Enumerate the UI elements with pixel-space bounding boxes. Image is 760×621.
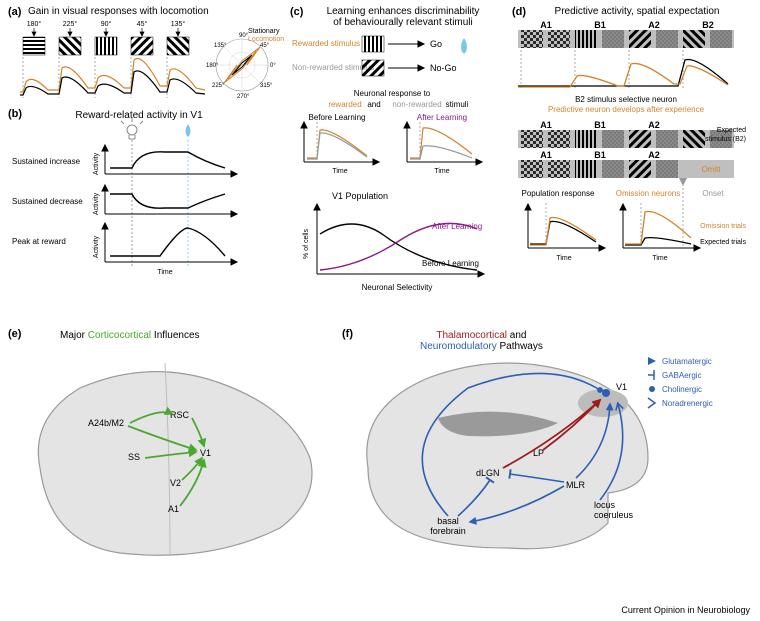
svg-text:180°: 180° — [206, 63, 219, 69]
svg-text:Activity: Activity — [93, 192, 100, 215]
svg-text:Predictive neuron develops aft: Predictive neuron develops after experie… — [548, 105, 705, 114]
panel-e-label: (e) — [8, 328, 21, 340]
svg-text:Peak at reward: Peak at reward — [12, 237, 66, 246]
svg-text:225°: 225° — [63, 20, 78, 28]
panel-a-title: Gain in visual responses with locomotion — [28, 6, 258, 17]
svg-text:% of cells: % of cells — [303, 229, 310, 259]
svg-text:135°: 135° — [214, 43, 227, 49]
svg-text:Before Learning: Before Learning — [422, 259, 479, 268]
panel-c-label: (c) — [290, 6, 303, 18]
panel-a-label: (a) — [8, 6, 21, 18]
svg-text:180°: 180° — [27, 20, 42, 28]
svg-text:A2: A2 — [648, 120, 660, 130]
svg-text:A1: A1 — [168, 504, 179, 514]
panel-c-title: Learning enhances discriminability of be… — [308, 6, 498, 28]
svg-text:Neuronal Selectivity: Neuronal Selectivity — [362, 283, 433, 292]
svg-text:135°: 135° — [171, 20, 186, 28]
svg-text:basal: basal — [437, 516, 459, 526]
svg-text:B1: B1 — [594, 150, 606, 160]
svg-text:Before Learning: Before Learning — [309, 113, 366, 122]
svg-text:Omitt: Omitt — [701, 165, 721, 174]
svg-text:B2: B2 — [702, 20, 714, 30]
svg-text:Expected: Expected — [717, 127, 746, 134]
svg-text:rewarded: rewarded — [328, 100, 361, 109]
svg-text:315°: 315° — [260, 83, 273, 89]
svg-text:GABAergic: GABAergic — [662, 371, 702, 380]
svg-text:V1: V1 — [200, 448, 211, 458]
svg-text:No-Go: No-Go — [430, 63, 457, 73]
svg-text:Time: Time — [332, 168, 347, 175]
svg-text:locus: locus — [594, 500, 616, 510]
svg-text:45°: 45° — [260, 43, 270, 49]
svg-text:B1: B1 — [594, 120, 606, 130]
panel-a-svg: 180° 225° 90° 45° 135° — [20, 20, 280, 100]
panel-e-title: Major Corticocortical Influences — [60, 330, 200, 341]
svg-text:Time: Time — [652, 255, 667, 262]
svg-text:Expected trials: Expected trials — [700, 239, 746, 246]
svg-text:A1: A1 — [540, 120, 552, 130]
panel-c-svg: Rewarded stimulus Non-rewarded stimulus … — [292, 34, 502, 294]
svg-text:270°: 270° — [237, 94, 250, 100]
svg-text:After Learning: After Learning — [432, 222, 482, 231]
svg-text:SS: SS — [128, 452, 140, 462]
svg-text:Cholinergic: Cholinergic — [662, 385, 702, 394]
svg-text:Neuronal response to: Neuronal response to — [354, 89, 431, 98]
svg-text:non-rewarded: non-rewarded — [392, 100, 441, 109]
svg-text:B1: B1 — [594, 20, 606, 30]
svg-text:RSC: RSC — [170, 410, 190, 420]
svg-text:Time: Time — [556, 255, 571, 262]
panel-d-label: (d) — [512, 6, 526, 18]
svg-text:90°: 90° — [101, 20, 112, 28]
svg-text:B2 stimulus selective neuron: B2 stimulus selective neuron — [575, 95, 677, 104]
svg-text:After Learning: After Learning — [417, 113, 467, 122]
svg-text:0°: 0° — [270, 63, 276, 69]
panel-d-title: Predictive activity, spatial expectation — [532, 6, 742, 17]
svg-text:Activity: Activity — [93, 235, 100, 258]
panel-f-label: (f) — [342, 328, 353, 340]
svg-text:Go: Go — [430, 39, 442, 49]
svg-text:V2: V2 — [170, 478, 181, 488]
svg-text:Stationary: Stationary — [248, 28, 280, 35]
panel-d-svg: A1 B1 A2 B2 B2 stimulus selective neuron… — [518, 20, 754, 310]
panel-b-title: Reward-related activity in V1 — [44, 110, 234, 121]
svg-text:coeruleus: coeruleus — [594, 510, 634, 520]
svg-text:Activity: Activity — [93, 152, 100, 175]
svg-text:A2: A2 — [648, 150, 660, 160]
svg-text:V1: V1 — [616, 382, 627, 392]
svg-text:45°: 45° — [137, 20, 148, 28]
svg-text:stimuli: stimuli — [446, 100, 469, 109]
svg-text:A2: A2 — [648, 20, 660, 30]
svg-text:Onset: Onset — [702, 189, 724, 198]
svg-text:Omission trials: Omission trials — [700, 223, 746, 230]
svg-text:MLR: MLR — [566, 480, 586, 490]
svg-text:Glutamatergic: Glutamatergic — [662, 357, 712, 366]
svg-text:A24b/M2: A24b/M2 — [88, 418, 124, 428]
svg-text:dLGN: dLGN — [476, 468, 500, 478]
svg-text:Sustained decrease: Sustained decrease — [12, 197, 83, 206]
svg-text:Rewarded stimulus: Rewarded stimulus — [292, 39, 360, 48]
svg-text:stimulus (B2): stimulus (B2) — [705, 136, 746, 143]
svg-text:225°: 225° — [212, 83, 225, 89]
svg-text:V1 Population: V1 Population — [332, 191, 388, 201]
panel-b-svg: Sustained increase Sustained decrease Pe… — [10, 122, 270, 282]
svg-text:and: and — [367, 100, 380, 109]
panel-e-svg: A24b/M2 RSC SS V1 V2 A1 — [10, 348, 330, 578]
svg-text:Noradrenergic: Noradrenergic — [662, 399, 713, 408]
svg-text:forebrain: forebrain — [430, 526, 466, 536]
svg-text:A1: A1 — [540, 20, 552, 30]
svg-text:Time: Time — [157, 269, 172, 276]
svg-text:A1: A1 — [540, 150, 552, 160]
panel-b-label: (b) — [8, 108, 22, 120]
panel-f-svg: V1 LP dLGN MLR locus coeruleus basal for… — [348, 348, 748, 588]
svg-text:Omission neurons: Omission neurons — [616, 189, 680, 198]
svg-text:Locomotion: Locomotion — [248, 36, 284, 43]
footer-text: Current Opinion in Neurobiology — [621, 605, 750, 615]
svg-text:Population response: Population response — [522, 189, 595, 198]
svg-text:Sustained increase: Sustained increase — [12, 157, 81, 166]
svg-text:Time: Time — [434, 168, 449, 175]
